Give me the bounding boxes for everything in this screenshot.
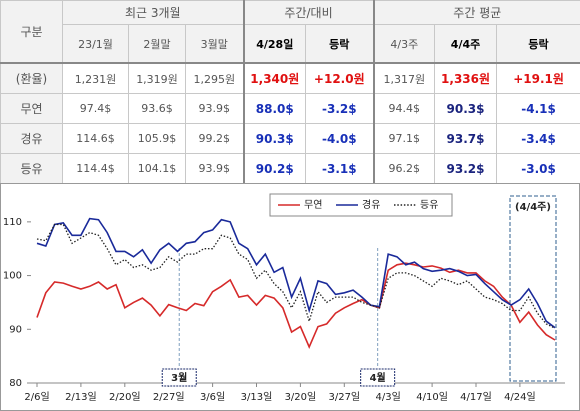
header-cell: 2월말	[128, 24, 186, 64]
row-label: (환율)	[0, 62, 63, 94]
header-cell: 4/28일	[242, 24, 307, 64]
x-tick-label: 2/6일	[24, 391, 49, 403]
series-line	[36, 217, 556, 329]
table-cell: -4.1$	[496, 93, 580, 124]
table-cell: -3.0$	[496, 153, 580, 184]
x-tick-label: 3/6일	[200, 391, 225, 403]
table-cell: 1,295원	[184, 62, 245, 94]
row-label: 등유	[0, 153, 63, 184]
table-cell: 105.9$	[128, 123, 186, 154]
header-cell: 구분	[0, 0, 63, 64]
chart: 80 90 100 110 2/6일 2/13일 2/20일 2/27일 3/6일 3/13일 3/…	[0, 183, 580, 411]
y-tick-label: 110	[3, 217, 22, 228]
table-row: 등유 114.4$ 104.1$ 93.9$ 90.2$ -3.1$ 96.2$ 93.2$ -…	[0, 153, 580, 184]
y-tick-label: 80	[9, 378, 22, 389]
table-cell: 1,340원	[242, 62, 307, 94]
month-label: 4월	[370, 372, 386, 384]
x-tick-label: 2/27일	[153, 391, 185, 403]
header-cell: 주간 평균	[372, 0, 580, 25]
table-cell: 90.3$	[434, 93, 498, 124]
x-tick-label: 2/20일	[109, 391, 141, 403]
table-cell: 93.7$	[434, 123, 498, 154]
table-cell: -4.0$	[305, 123, 375, 154]
legend-label: 경유	[362, 198, 380, 211]
table-cell: +19.1원	[496, 62, 580, 94]
x-tick-label: 2/13일	[65, 391, 97, 403]
table-cell: 1,336원	[434, 62, 498, 94]
header-cell: 3월말	[184, 24, 245, 64]
week-label: (4/4주)	[515, 201, 551, 213]
x-tick-label: 3/13일	[241, 391, 273, 403]
table-row: (환율) 1,231원 1,319원 1,295원 1,340원 +12.0원 1,317원…	[0, 62, 580, 94]
chart-frame	[0, 183, 580, 411]
y-tick-label: 100	[3, 271, 22, 282]
table-row: 무연 97.4$ 93.6$ 93.9$ 88.0$ -3.2$ 94.4$ 90.3$ -4.…	[0, 93, 580, 124]
legend-label: 등유	[420, 199, 438, 211]
x-tick-label: 4/24일	[504, 391, 536, 403]
x-tick-label: 4/3일	[376, 391, 401, 403]
legend-label: 무연	[304, 199, 322, 211]
header-cell: 4/3주	[372, 24, 436, 64]
month-box	[161, 368, 197, 387]
table-row: 경유 114.6$ 105.9$ 99.2$ 90.3$ -4.0$ 97.1$ 93.7$ -…	[0, 123, 580, 154]
table-cell: -3.2$	[305, 93, 375, 124]
month-label: 3월	[171, 372, 187, 384]
header-cell: 등락	[305, 24, 375, 64]
table-cell: 97.4$	[62, 93, 129, 124]
row-label: 경유	[0, 123, 63, 154]
table-cell: 94.4$	[372, 93, 436, 124]
table-cell: 93.6$	[128, 93, 186, 124]
header-cell: 등락	[496, 24, 580, 64]
header-cell: 4/4주	[434, 24, 498, 64]
table-cell: 88.0$	[242, 93, 307, 124]
table-cell: 114.6$	[62, 123, 129, 154]
table-cell: 93.9$	[184, 153, 245, 184]
x-tick-label: 3/27일	[328, 391, 360, 403]
table-cell: 1,231원	[62, 62, 129, 94]
x-tick-label: 4/17일	[460, 391, 492, 403]
series-line	[36, 262, 556, 350]
table-cell: 96.2$	[372, 153, 436, 184]
header-cell: 23/1월	[62, 24, 129, 64]
month-box	[360, 368, 396, 387]
table-cell: -3.1$	[305, 153, 375, 184]
table-cell: 93.2$	[434, 153, 498, 184]
table-cell: 104.1$	[128, 153, 186, 184]
header-row: 구분 최근 3개월 주간/대비 주간 평균	[0, 0, 580, 64]
header-row: 23/1월 2월말 3월말 4/28일 등락 4/3주 4/4주 등락	[1, 24, 580, 64]
header-cell: 최근 3개월	[61, 0, 245, 25]
x-tick-label: 4/10일	[416, 391, 448, 403]
table-cell: 97.1$	[372, 123, 436, 154]
table-cell: 93.9$	[184, 93, 245, 124]
legend-box	[269, 193, 453, 217]
price-table: 구분 최근 3개월 주간/대비 주간 평균 23/1월 2월말 3월말 4/28일 등락…	[0, 0, 580, 184]
table-cell: -3.4$	[496, 123, 580, 154]
table-cell: 114.4$	[62, 153, 129, 184]
row-label: 무연	[0, 93, 63, 124]
table-cell: +12.0원	[305, 62, 375, 94]
table-cell: 1,319원	[128, 62, 186, 94]
table-cell: 90.3$	[242, 123, 307, 154]
y-tick-label: 90	[9, 324, 22, 335]
table-cell: 90.2$	[242, 153, 307, 184]
header-cell: 주간/대비	[242, 0, 375, 25]
x-tick-label: 3/20일	[285, 391, 317, 403]
table-cell: 99.2$	[184, 123, 245, 154]
week-box	[509, 195, 557, 382]
table-cell: 1,317원	[372, 62, 436, 94]
series-line	[36, 223, 556, 329]
